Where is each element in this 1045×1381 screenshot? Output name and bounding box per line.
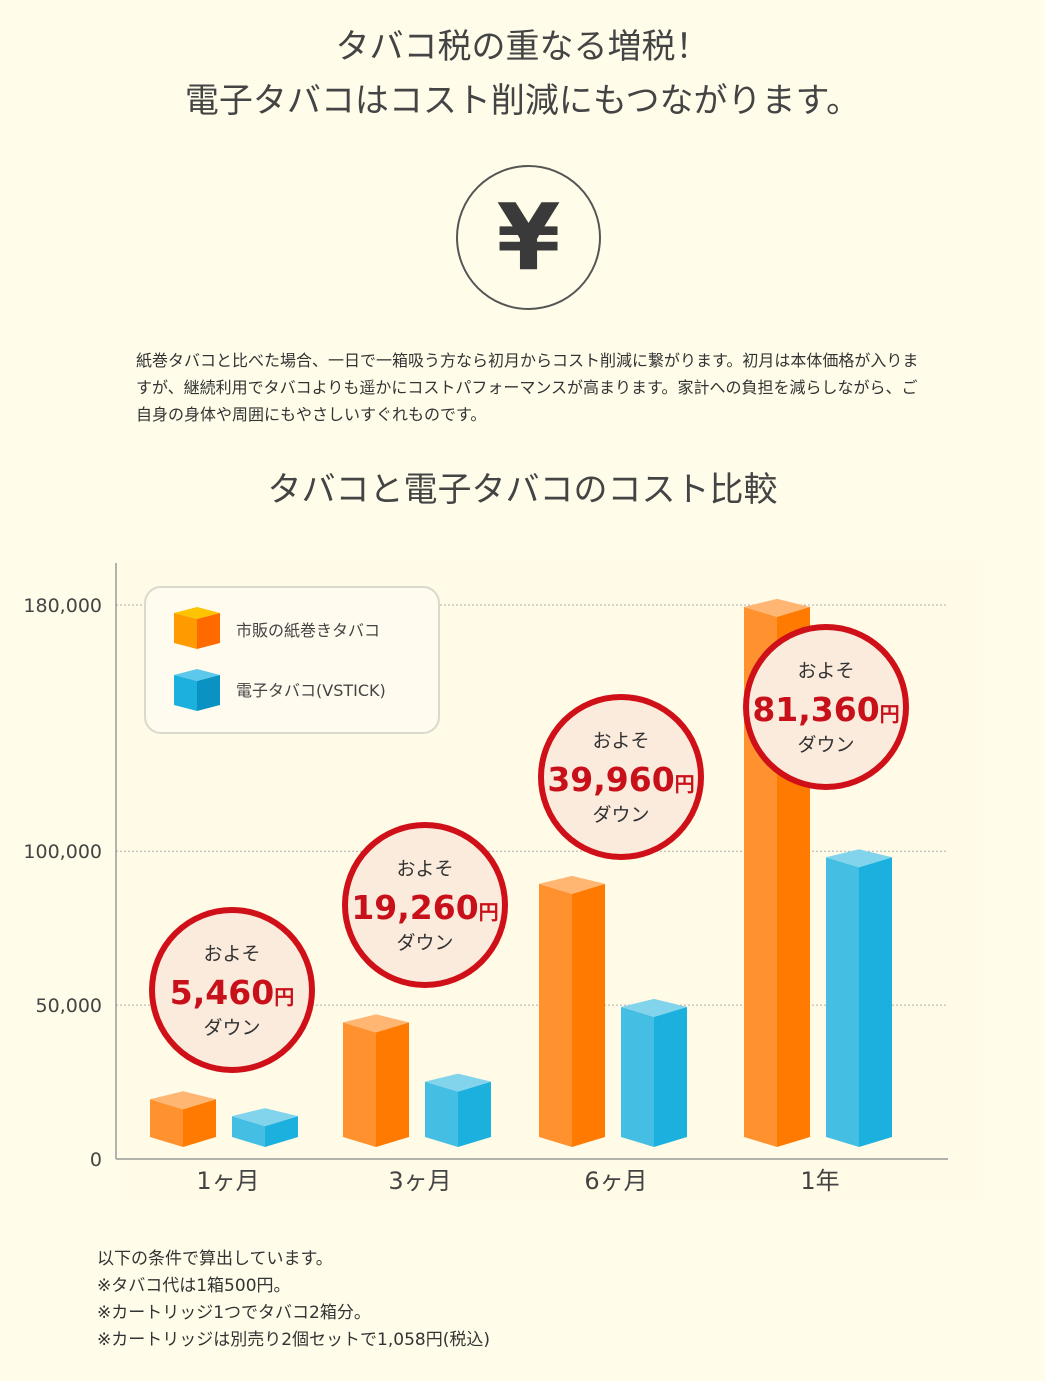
bar-cigarette	[539, 875, 605, 1147]
bar-vstick	[425, 1073, 491, 1147]
note-line: 以下の条件で算出しています。	[97, 1249, 333, 1269]
savings-badge-bottom: ダウン	[797, 734, 854, 756]
savings-badge-bottom: ダウン	[592, 804, 649, 826]
y-tick-label: 100,000	[23, 841, 102, 863]
x-tick-label: 1ヶ月	[196, 1167, 259, 1195]
legend-swatch-vstick	[174, 669, 220, 711]
note-line: ※カートリッジ1つでタバコ2箱分。	[97, 1303, 371, 1323]
savings-badge-amount: 19,260円	[351, 888, 498, 927]
bar-cigarette	[150, 1091, 216, 1147]
savings-badge-top: およそ	[203, 943, 260, 965]
savings-badge-circle	[538, 694, 704, 860]
savings-badge-bottom: ダウン	[396, 932, 453, 954]
savings-badge-circle	[149, 907, 315, 1073]
savings-badge-circle	[743, 624, 909, 790]
bar-vstick	[826, 849, 892, 1147]
cost-comparison-chart: 0 50,000 100,000 180,000 1ヶ月 3ヶ月 6ヶ月 1年 市販の紙巻き…	[23, 560, 983, 1200]
legend-label-cigarette: 市販の紙巻きタバコ	[236, 621, 380, 640]
savings-badge-amount: 5,460円	[170, 973, 294, 1012]
y-axis-ticks: 0 50,000 100,000 180,000	[23, 595, 102, 1171]
headline: タバコ税の重なる増税！ 電子タバコはコスト削減にもつながります。	[0, 20, 1045, 128]
x-tick-label: 3ヶ月	[388, 1167, 451, 1195]
section-title: タバコと電子タバコのコスト比較	[267, 470, 778, 510]
y-tick-label: 180,000	[23, 595, 102, 617]
savings-badges: およそ5,460円ダウンおよそ19,260円ダウンおよそ39,960円ダウンおよ…	[149, 624, 909, 1073]
headline-line-1: タバコ税の重なる増税！	[335, 27, 710, 67]
savings-badge-circle	[342, 822, 508, 988]
y-tick-label: 50,000	[36, 995, 102, 1017]
legend: 市販の紙巻きタバコ 電子タバコ(VSTICK)	[144, 586, 440, 734]
bar-cigarette	[343, 1014, 409, 1147]
note-line: ※タバコ代は1箱500円。	[97, 1276, 291, 1296]
savings-badge-amount: 39,960円	[547, 760, 694, 799]
savings-badge-bottom: ダウン	[203, 1017, 260, 1039]
bar-vstick	[232, 1108, 298, 1147]
x-tick-label: 6ヶ月	[584, 1167, 647, 1195]
x-tick-label: 1年	[800, 1167, 839, 1195]
notes: 以下の条件で算出しています。 ※タバコ代は1箱500円。 ※カートリッジ1つでタ…	[97, 1246, 490, 1354]
legend-swatch-cigarette	[174, 607, 220, 649]
savings-badge-amount: 81,360円	[752, 690, 899, 729]
savings-badge-top: およそ	[797, 660, 854, 682]
headline-line-2: 電子タバコはコスト削減にもつながります。	[184, 81, 861, 121]
note-line: ※カートリッジは別売り2個セットで1,058円(税込)	[97, 1330, 490, 1350]
y-tick-label: 0	[90, 1149, 102, 1171]
yen-icon: ¥	[456, 165, 601, 310]
legend-label-vstick: 電子タバコ(VSTICK)	[236, 681, 386, 700]
bar-vstick	[621, 998, 687, 1147]
savings-badge-top: およそ	[592, 730, 649, 752]
legend-box	[144, 586, 440, 734]
intro-text: 紙巻タバコと比べた場合、一日で一箱吸う方なら初月からコスト削減に繋がります。初月…	[136, 351, 919, 424]
savings-badge-top: およそ	[396, 858, 453, 880]
x-axis-ticks: 1ヶ月 3ヶ月 6ヶ月 1年	[196, 1167, 839, 1195]
